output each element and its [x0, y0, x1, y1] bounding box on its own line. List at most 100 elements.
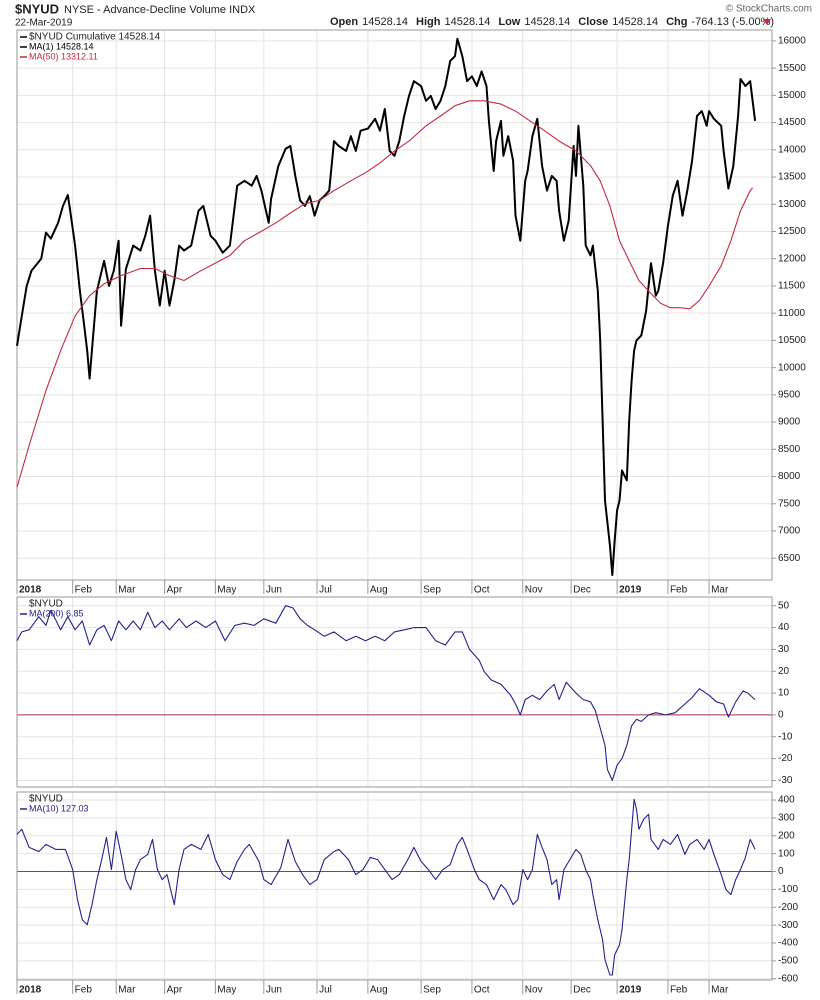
y-tick-label: 10000: [778, 362, 806, 373]
y-tick-label: -400: [778, 938, 798, 949]
x-tick-label: Sep: [423, 985, 441, 996]
y-tick-label: 11000: [778, 308, 806, 319]
y-tick-label: 8500: [778, 444, 801, 455]
down-arrow: [763, 19, 771, 25]
symbol: $NYUD: [15, 1, 59, 16]
y-tick-label: 0: [778, 710, 784, 721]
y-tick-label: 30: [778, 644, 790, 655]
y-tick-label: 40: [778, 622, 790, 633]
y-tick-label: -10: [778, 731, 793, 742]
x-tick-label: Aug: [370, 985, 388, 996]
y-tick-label: 200: [778, 830, 795, 841]
y-tick-label: 13500: [778, 172, 806, 183]
y-tick-label: 10: [778, 688, 790, 699]
y-tick-label: 15000: [778, 90, 806, 101]
x-tick-label: Oct: [474, 585, 490, 596]
series-line: [16, 798, 756, 976]
y-tick-label: 11500: [778, 281, 806, 292]
x-tick-label: Dec: [573, 985, 591, 996]
x-tick-label: May: [217, 585, 236, 596]
y-tick-label: 50: [778, 600, 790, 611]
series-line: [16, 100, 754, 488]
y-tick-label: 12500: [778, 226, 806, 237]
panel-frame: [16, 791, 773, 981]
x-tick-label: Apr: [167, 985, 183, 996]
x-tick-label: Sep: [423, 585, 441, 596]
quote-label: Chg: [666, 16, 687, 28]
panel-frame: [16, 596, 773, 788]
quote-value: 14528.14: [362, 16, 408, 28]
date: 22-Mar-2019: [15, 18, 73, 29]
y-tick-label: 16000: [778, 36, 806, 47]
quote-label: High: [416, 16, 441, 28]
y-tick-label: -300: [778, 920, 798, 931]
x-tick-label: Mar: [711, 985, 729, 996]
y-tick-label: -500: [778, 956, 798, 967]
y-tick-label: 400: [778, 795, 795, 806]
x-tick-label: Mar: [711, 585, 729, 596]
legend-label: MA(200) 6.85: [29, 608, 84, 618]
quote-value: 14528.14: [444, 16, 490, 28]
y-tick-label: 20: [778, 666, 790, 677]
y-tick-label: 300: [778, 813, 795, 824]
series-line: [16, 37, 757, 577]
x-tick-label: Feb: [670, 985, 688, 996]
y-tick-label: 9500: [778, 389, 801, 400]
legend-label: MA(10) 127.03: [29, 803, 89, 813]
quote-label: Close: [578, 16, 608, 28]
y-tick-label: -30: [778, 775, 793, 786]
y-tick-label: 8000: [778, 471, 801, 482]
x-tick-label: 2019: [619, 985, 642, 996]
y-tick-label: 13000: [778, 199, 806, 210]
legend-title: $NYUD: [29, 794, 63, 805]
x-tick-label: 2019: [619, 585, 642, 596]
x-tick-label: Jul: [319, 985, 332, 996]
y-tick-label: 15500: [778, 63, 806, 74]
series-line: [16, 605, 756, 781]
panel-frame: [16, 29, 773, 581]
y-tick-label: -200: [778, 902, 798, 913]
x-tick-label: 2018: [19, 585, 42, 596]
x-tick-label: Mar: [118, 985, 136, 996]
y-tick-label: 0: [778, 866, 784, 877]
y-tick-label: -600: [778, 973, 798, 984]
y-tick-label: 6500: [778, 553, 801, 564]
legend-label: MA(50) 13312.11: [29, 51, 98, 61]
x-tick-label: Jun: [266, 985, 282, 996]
legend-title: $NYUD Cumulative 14528.14: [29, 32, 161, 43]
quote-label: Low: [498, 16, 520, 28]
y-tick-label: 7500: [778, 498, 801, 509]
x-tick-label: Mar: [118, 585, 136, 596]
x-tick-label: Oct: [474, 985, 490, 996]
y-tick-label: -100: [778, 884, 798, 895]
copyright: © StockCharts.com: [726, 4, 812, 15]
quote-value: 14528.14: [524, 16, 570, 28]
x-tick-label: Aug: [370, 585, 388, 596]
x-tick-label: Feb: [75, 585, 93, 596]
x-tick-label: Apr: [167, 585, 183, 596]
y-tick-label: -20: [778, 753, 793, 764]
quote-value: -764.13 (-5.00%): [692, 16, 775, 28]
x-tick-label: Jul: [319, 585, 332, 596]
legend-title: $NYUD: [29, 599, 63, 610]
x-tick-label: Nov: [525, 585, 543, 596]
quote-label: Open: [330, 16, 358, 28]
x-tick-label: Feb: [75, 985, 93, 996]
y-tick-label: 7000: [778, 526, 801, 537]
y-tick-label: 9000: [778, 417, 801, 428]
quote-line: Open 14528.14 High 14528.14 Low 14528.14 Close…: [330, 16, 774, 28]
description: NYSE - Advance-Decline Volume INDX: [64, 4, 256, 16]
y-tick-label: 14500: [778, 117, 806, 128]
x-tick-label: 2018: [19, 985, 42, 996]
x-tick-label: Dec: [573, 585, 591, 596]
y-tick-label: 100: [778, 848, 795, 859]
x-tick-label: May: [217, 985, 236, 996]
y-tick-label: 12000: [778, 253, 806, 264]
y-tick-label: 10500: [778, 335, 806, 346]
x-tick-label: Nov: [525, 985, 543, 996]
y-tick-label: 14000: [778, 144, 806, 155]
legend-label: MA(1) 14528.14: [29, 41, 94, 51]
quote-value: 14528.14: [612, 16, 658, 28]
